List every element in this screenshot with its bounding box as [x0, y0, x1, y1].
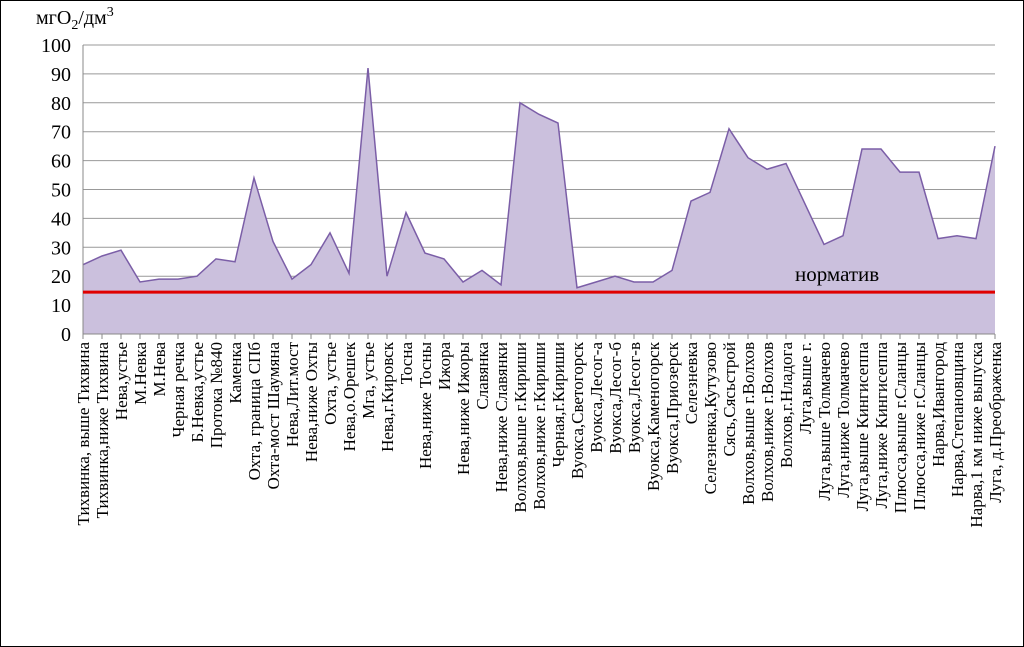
x-tick-label: Волхов,ниже г.Волхов — [758, 342, 777, 502]
x-tick-label: Мга, устье — [359, 342, 378, 419]
x-tick-label: Нева,ниже Охты — [302, 341, 321, 462]
x-tick-label: Вуокса,Лесог-а — [587, 342, 606, 453]
x-tick-label: Славянка — [473, 342, 492, 410]
y-tick-label: 40 — [51, 208, 71, 230]
y-axis-label: мгO2/дм3 — [36, 5, 114, 33]
x-tick-label: Вуокса,Каменогорск — [644, 341, 663, 491]
y-tick-label: 60 — [51, 151, 71, 173]
x-tick-label: Каменка — [226, 342, 245, 404]
x-tick-label: Луга, д.Преображенка — [986, 342, 1005, 503]
x-tick-label: Луга,ниже Толмачево — [834, 342, 853, 498]
x-tick-label: Черная речка — [169, 342, 188, 438]
y-tick-label: 50 — [51, 180, 71, 202]
x-tick-label: Луга,выше Кингисеппа — [853, 342, 872, 512]
x-tick-label: Нева,о.Орешек — [340, 341, 359, 451]
y-label-sub: 2 — [71, 18, 78, 33]
x-tick-label: Нарва,Степановщина — [948, 342, 967, 498]
x-tick-label: Волхов,выше г.Волхов — [739, 342, 758, 505]
x-tick-label: Луга,ниже Кингисеппа — [872, 342, 891, 509]
x-tick-label: Нарва,Ивангород — [929, 342, 948, 467]
x-tick-label: Селезневка — [682, 342, 701, 425]
x-tick-label: Нарва,1 км ниже выпуска — [967, 342, 986, 528]
y-tick-label: 70 — [51, 122, 71, 144]
y-tick-label: 20 — [51, 266, 71, 288]
x-tick-label: Тихвинка,ниже Тихвина — [93, 342, 112, 519]
y-tick-label: 80 — [51, 93, 71, 115]
x-tick-label: Ижора — [435, 342, 454, 391]
x-tick-label: Черная,г.Кириши — [549, 342, 568, 467]
x-tick-label: Луга,выше Толмачево — [815, 342, 834, 501]
x-tick-label: Охта, устье — [321, 342, 340, 425]
y-tick-label: 90 — [51, 64, 71, 86]
y-tick-label: 100 — [41, 35, 71, 57]
y-label-part: /дм — [78, 7, 107, 29]
y-label-part: мгO — [36, 7, 71, 29]
x-tick-label: Луга,выше г. — [796, 342, 815, 434]
x-tick-label: Б.Невка,устье — [188, 342, 207, 442]
area — [83, 68, 995, 335]
x-tick-label: Нева,ниже Ижоры — [454, 341, 473, 475]
x-tick-label: М.Нева — [150, 342, 169, 397]
x-tick-label: Волхов,выше г.Кириши — [511, 342, 530, 513]
y-tick-label: 10 — [51, 295, 71, 317]
x-tick-label: Волхов,ниже г.Кириши — [530, 342, 549, 510]
x-tick-label: Вуокса,Приозерск — [663, 341, 682, 474]
x-tick-label: Нева,Лит.мост — [283, 341, 302, 447]
x-tick-label: Вуокса,Лесог-б — [606, 342, 625, 454]
reference-label: норматив — [795, 262, 879, 286]
x-tick-label: Селезневка,Кутузово — [701, 342, 720, 494]
area-line — [82, 68, 996, 289]
x-tick-label: Нева,ниже Тосны — [416, 341, 435, 469]
x-tick-label: Плюсса,выше г.Сланцы — [891, 341, 910, 513]
x-tick-label: Нева,г.Кировск — [378, 341, 397, 452]
x-tick-label: Вуокса,Лесог-в — [625, 342, 644, 453]
x-tick-label: Вуокса,Светогорск — [568, 341, 587, 479]
x-tick-label: Охта-мост Шаумяна — [264, 342, 283, 490]
y-label-sup: 3 — [107, 5, 114, 20]
x-tick-label: Тосна — [397, 342, 416, 385]
x-tick-label: Сясь,Сясьстрой — [720, 342, 739, 456]
x-tick-label: Нева,устье — [112, 342, 131, 420]
x-tick-label: Тихвинка, выше Тихвина — [74, 342, 93, 526]
x-tick-label: М.Невка — [131, 342, 150, 405]
x-tick-label: Протока №840 — [207, 342, 226, 448]
y-tick-label: 30 — [51, 237, 71, 259]
x-tick-label: Охта, граница СПб — [245, 342, 264, 480]
x-tick-label: Плюсса,ниже г.Сланцы — [910, 341, 929, 510]
x-tick-label: Волхов,г.Нладога — [777, 342, 796, 468]
x-tick-label: Нева,ниже Славянки — [492, 342, 511, 492]
y-tick-label: 0 — [61, 324, 71, 346]
